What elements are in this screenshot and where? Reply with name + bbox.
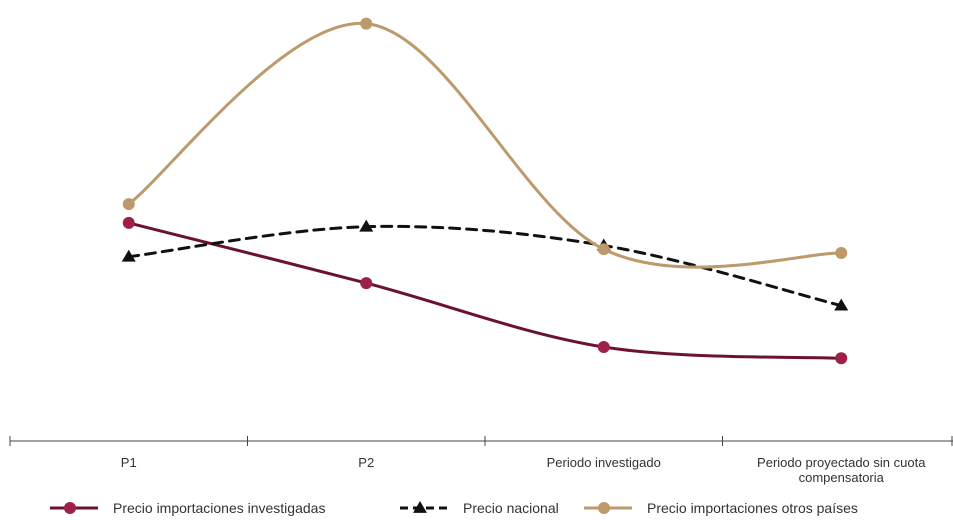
x-tick-label: P2	[358, 455, 374, 470]
series-line	[127, 224, 843, 308]
data-point	[597, 243, 610, 256]
x-tick-label: Periodo proyectado sin cuota compensatori…	[757, 455, 926, 485]
data-point	[835, 247, 848, 259]
plot-area	[121, 17, 849, 365]
data-point	[121, 249, 136, 262]
data-point	[834, 298, 849, 311]
legend-item: Precio importaciones investigadas	[50, 500, 325, 516]
legend: Precio importaciones investigadas Precio …	[50, 500, 858, 516]
legend-item: Precio nacional	[400, 500, 559, 516]
data-point	[122, 198, 135, 211]
legend-label: Precio nacional	[463, 500, 559, 516]
data-point	[835, 352, 848, 365]
x-axis: P1 P2 Periodo investigado Periodo proyectad…	[9, 436, 953, 485]
series-precio-importaciones-investigadas	[122, 216, 848, 365]
data-point	[597, 341, 610, 353]
legend-label: Precio importaciones otros países	[647, 500, 858, 516]
legend-label: Precio importaciones investigadas	[113, 500, 325, 516]
x-tick-label: Periodo investigado	[547, 455, 661, 470]
data-point	[122, 216, 135, 229]
data-point	[360, 277, 373, 290]
data-point	[359, 219, 374, 232]
legend-marker	[598, 502, 610, 514]
x-tick-label: P1	[121, 455, 137, 470]
data-point	[360, 17, 373, 30]
legend-marker	[64, 502, 76, 514]
legend-item: Precio importaciones otros países	[584, 500, 858, 516]
series-line	[127, 22, 843, 269]
series-line	[127, 221, 843, 360]
legend-marker	[413, 501, 427, 513]
series-precio-importaciones-otros-paises	[122, 17, 848, 269]
